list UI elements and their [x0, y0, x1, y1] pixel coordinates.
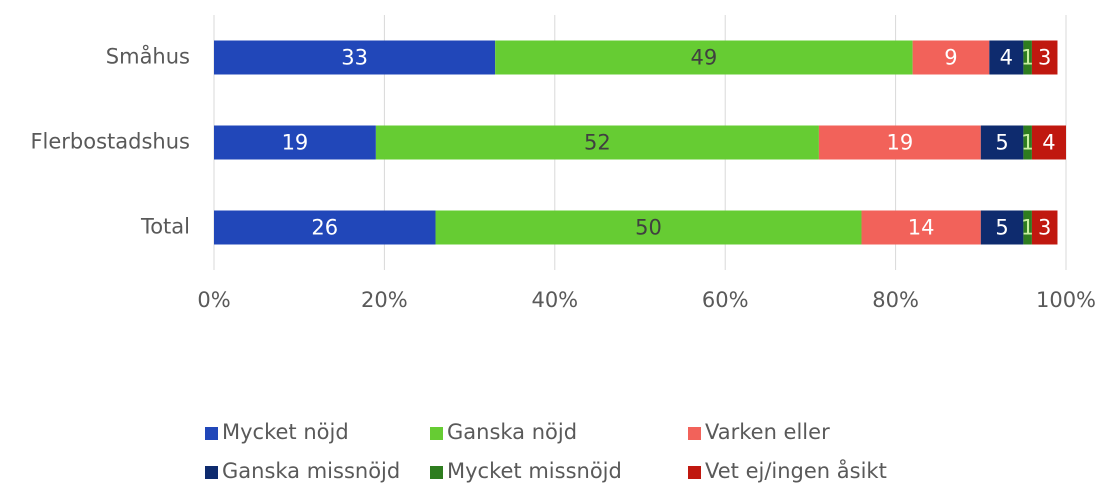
x-tick-label: 40% [531, 288, 578, 312]
x-tick-label: 80% [872, 288, 919, 312]
legend-swatch [205, 427, 218, 440]
bar-segment [1023, 210, 1032, 245]
bar-segment [435, 210, 862, 245]
data-label: 9 [944, 46, 957, 70]
bar-segment [818, 125, 981, 160]
data-label: 1 [1021, 216, 1034, 240]
x-tick-label: 20% [361, 288, 408, 312]
legend-swatch [430, 427, 443, 440]
data-label: 14 [908, 216, 935, 240]
data-label: 4 [1042, 131, 1055, 155]
legend-swatch [688, 466, 701, 479]
bar-segment [1023, 125, 1032, 160]
data-label: 50 [635, 216, 662, 240]
bar-segment [214, 40, 496, 75]
bar-segment [980, 210, 1024, 245]
legend-swatch [688, 427, 701, 440]
bar-segment [912, 40, 990, 75]
data-label: 5 [995, 131, 1008, 155]
data-label: 49 [691, 46, 718, 70]
y-tick-label: Total [140, 215, 190, 239]
data-label: 26 [311, 216, 338, 240]
y-tick-label: Småhus [106, 44, 190, 69]
bar-segment [1031, 210, 1058, 245]
data-label: 1 [1021, 131, 1034, 155]
legend-label: Vet ej/ingen åsikt [705, 458, 887, 483]
data-label: 19 [886, 131, 913, 155]
bar-segment [375, 125, 819, 160]
data-label: 4 [1000, 46, 1013, 70]
data-label: 33 [341, 46, 368, 70]
legend-label: Mycket missnöjd [447, 459, 622, 483]
legend-swatch [205, 466, 218, 479]
bar-segment [1031, 125, 1066, 160]
bar-segment [214, 125, 376, 160]
x-tick-label: 100% [1036, 288, 1096, 312]
legend-label: Varken eller [705, 420, 830, 444]
legend-label: Ganska missnöjd [222, 459, 400, 483]
data-label: 19 [282, 131, 309, 155]
legend-label: Mycket nöjd [222, 420, 349, 444]
bar-segment [989, 40, 1024, 75]
x-tick-label: 0% [197, 288, 230, 312]
data-label: 52 [584, 131, 611, 155]
x-tick-label: 60% [702, 288, 749, 312]
bar-segment [495, 40, 913, 75]
data-label: 5 [995, 216, 1008, 240]
bar-segment [1031, 40, 1058, 75]
bar-segment [1023, 40, 1032, 75]
data-label: 3 [1038, 216, 1051, 240]
bar-segment [861, 210, 981, 245]
data-label: 1 [1021, 46, 1034, 70]
y-tick-label: Flerbostadshus [30, 130, 190, 154]
bar-segment [980, 125, 1024, 160]
data-label: 3 [1038, 46, 1051, 70]
legend-swatch [430, 466, 443, 479]
legend-label: Ganska nöjd [447, 420, 577, 444]
bar-segment [214, 210, 436, 245]
